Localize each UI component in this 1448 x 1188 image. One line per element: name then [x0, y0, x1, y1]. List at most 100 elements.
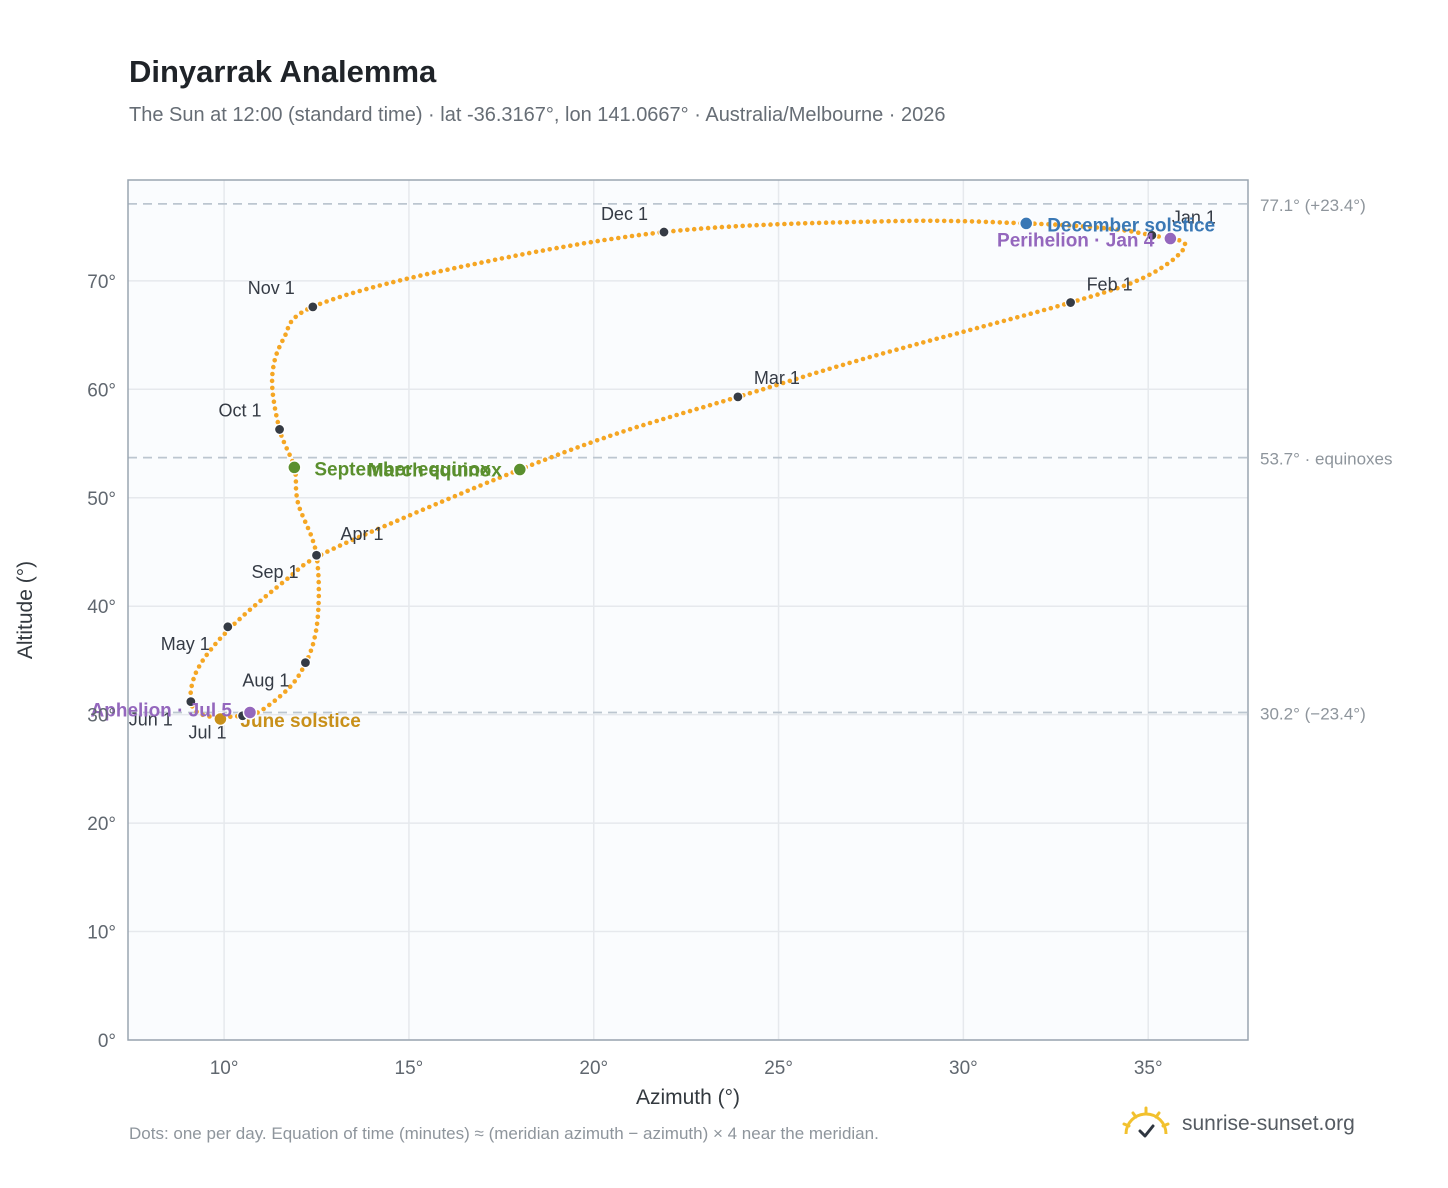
day-dot — [1095, 292, 1100, 297]
day-dot — [727, 397, 733, 402]
day-dot — [529, 462, 535, 468]
day-dot — [681, 410, 686, 416]
day-dot — [258, 598, 263, 604]
day-dot — [344, 292, 349, 298]
day-dot — [363, 532, 368, 537]
day-dot — [775, 222, 780, 227]
day-dot — [647, 420, 653, 426]
day-dot — [283, 689, 288, 694]
day-dot — [880, 351, 886, 356]
day-dot — [513, 253, 518, 258]
day-dot — [228, 714, 233, 720]
day-dot — [707, 402, 713, 408]
day-dot — [484, 480, 490, 486]
day-dot — [981, 324, 986, 329]
day-dot — [281, 439, 287, 445]
day-dot — [269, 378, 275, 384]
day-dot — [377, 283, 383, 288]
day-dot — [292, 679, 298, 684]
day-dot — [261, 706, 266, 712]
x-tick-label: 30° — [949, 1058, 978, 1079]
day-dot — [761, 222, 766, 228]
day-dot — [1164, 261, 1170, 267]
day-dot — [536, 459, 541, 465]
day-dot — [277, 344, 282, 350]
day-dot — [1053, 222, 1058, 227]
day-dot — [272, 698, 278, 703]
analemma-path — [188, 218, 1188, 720]
day-dot — [796, 221, 801, 226]
day-dot — [674, 412, 679, 418]
day-dot — [272, 358, 278, 363]
day-dot — [395, 518, 400, 523]
day-dot — [312, 545, 318, 550]
day-dot — [1081, 296, 1087, 301]
day-dot — [424, 271, 430, 277]
month-marker — [310, 549, 323, 561]
day-dot — [1156, 234, 1161, 239]
day-dot — [954, 331, 960, 336]
day-dot — [418, 273, 423, 278]
day-dot — [1128, 281, 1133, 286]
day-dot — [667, 414, 673, 420]
day-dot — [887, 349, 893, 354]
day-dot — [191, 676, 196, 682]
day-dot — [301, 563, 306, 568]
aphelion-marker — [242, 705, 258, 720]
day-dot — [188, 690, 193, 695]
day-dot — [310, 538, 316, 544]
day-dot — [614, 431, 620, 436]
day-dot — [1170, 257, 1176, 263]
day-dot — [622, 234, 628, 240]
day-dot — [1087, 224, 1093, 230]
day-dot — [1108, 226, 1113, 232]
day-dot — [907, 218, 912, 224]
march-marker — [512, 462, 528, 477]
day-dot — [601, 435, 607, 441]
day-dot — [316, 600, 321, 606]
day-dot — [315, 614, 321, 620]
y-tick-label: 60° — [87, 380, 116, 401]
day-dot — [860, 356, 866, 362]
day-dot — [650, 231, 655, 236]
day-dot — [275, 419, 281, 425]
day-dot — [1142, 231, 1148, 237]
day-dot — [1115, 227, 1120, 232]
day-dot — [316, 572, 321, 578]
brand-logo[interactable]: sunrise-sunset.org — [1120, 1102, 1355, 1146]
month-marker — [222, 621, 234, 633]
day-dot — [941, 218, 947, 224]
y-tick-label: 40° — [87, 597, 116, 618]
day-dot — [837, 220, 843, 225]
day-dot — [834, 364, 839, 370]
day-dot — [277, 694, 283, 699]
day-dot — [316, 607, 321, 613]
day-dot — [820, 368, 826, 374]
day-dot — [308, 532, 314, 537]
day-dot — [1180, 247, 1185, 253]
day-dot — [222, 631, 228, 636]
day-dot — [1101, 290, 1107, 295]
day-dot — [858, 219, 864, 225]
day-dot — [661, 416, 666, 422]
day-dot — [574, 242, 580, 247]
month-label: Oct 1 — [219, 400, 262, 420]
day-dot — [691, 226, 697, 232]
day-dot — [654, 418, 659, 424]
day-dot — [270, 385, 275, 391]
day-dot — [344, 540, 349, 546]
day-dot — [526, 250, 532, 256]
day-dot — [315, 565, 321, 571]
day-dot — [1094, 225, 1100, 230]
day-dot — [391, 279, 396, 285]
day-dot — [274, 413, 279, 418]
day-dot — [1015, 315, 1020, 320]
day-dot — [237, 616, 242, 622]
day-dot — [621, 429, 626, 434]
month-label: Dec 1 — [601, 204, 648, 224]
september-marker — [287, 460, 302, 475]
day-dot — [934, 218, 940, 224]
day-dot — [478, 483, 483, 488]
day-dot — [1153, 269, 1158, 274]
